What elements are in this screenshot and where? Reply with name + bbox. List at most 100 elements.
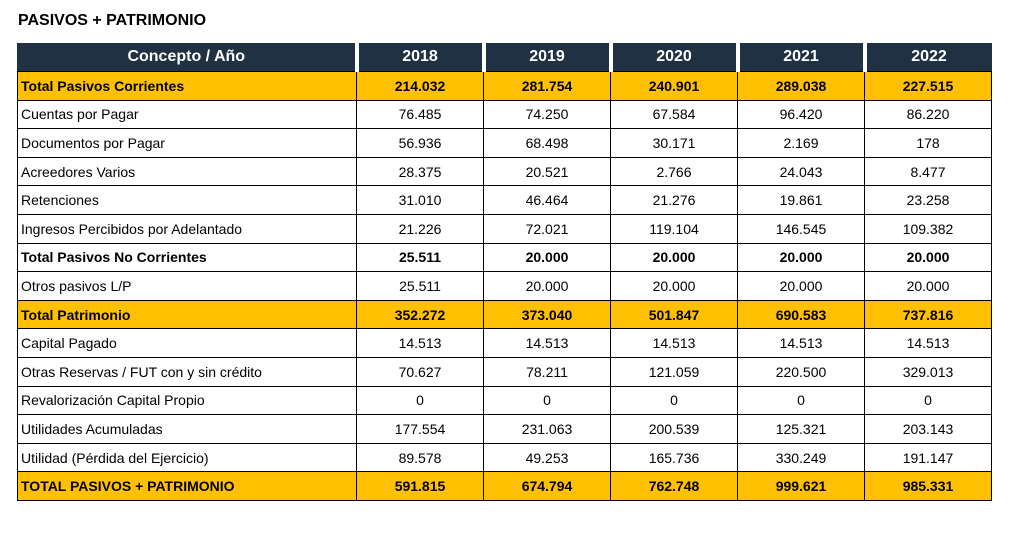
table-row: Acreedores Varios 28.375 20.521 2.766 24.043… (17, 156, 992, 187)
row-value: 14.513 (356, 328, 484, 359)
table-row: Utilidades Acumuladas 177.554 231.063 200.5… (17, 414, 992, 444)
row-value: 49.253 (483, 442, 611, 473)
row-value: 0 (356, 385, 484, 416)
row-value: 76.485 (356, 99, 484, 130)
row-value: 329.013 (864, 357, 992, 387)
row-value: 227.515 (864, 71, 992, 101)
table-row: Capital Pagado 14.513 14.513 14.513 14.513 14… (17, 328, 992, 359)
row-value: 96.420 (737, 99, 865, 130)
table-row: Ingresos Percibidos por Adelantado 21.226… (17, 214, 992, 244)
row-value: 20.000 (610, 271, 738, 301)
row-value: 14.513 (737, 328, 865, 359)
row-value: 20.521 (483, 156, 611, 187)
row-label: Total Patrimonio (17, 299, 357, 330)
row-value: 72.021 (483, 214, 611, 244)
header-year: 2020 (608, 43, 738, 73)
row-label: Otras Reservas / FUT con y sin crédito (17, 357, 357, 387)
row-value: 25.511 (356, 271, 484, 301)
row-label: Total Pasivos Corrientes (17, 71, 357, 101)
row-value: 281.754 (483, 71, 611, 101)
row-value: 23.258 (864, 185, 992, 216)
row-value: 178 (864, 128, 992, 158)
table-row: Total Pasivos No Corrientes 25.511 20.000 2… (17, 242, 992, 273)
table-row: Total Pasivos Corrientes 214.032 281.754 24… (17, 71, 992, 101)
row-value: 119.104 (610, 214, 738, 244)
row-value: 20.000 (737, 242, 865, 273)
row-value: 20.000 (864, 271, 992, 301)
row-value: 28.375 (356, 156, 484, 187)
row-value: 21.276 (610, 185, 738, 216)
row-value: 20.000 (483, 242, 611, 273)
row-value: 240.901 (610, 71, 738, 101)
row-value: 0 (610, 385, 738, 416)
table-row: Utilidad (Pérdida del Ejercicio) 89.578 49… (17, 442, 992, 473)
row-value: 14.513 (483, 328, 611, 359)
row-value: 999.621 (737, 471, 865, 501)
row-value: 20.000 (610, 242, 738, 273)
table-row: Otros pasivos L/P 25.511 20.000 20.000 20.00… (17, 271, 992, 301)
row-label: Documentos por Pagar (17, 128, 357, 158)
row-label: Otros pasivos L/P (17, 271, 357, 301)
row-label: Capital Pagado (17, 328, 357, 359)
financial-table: Concepto / Año 2018 2019 2020 2021 2022 … (17, 43, 992, 501)
header-year: 2021 (735, 43, 865, 73)
row-value: 214.032 (356, 71, 484, 101)
row-value: 14.513 (864, 328, 992, 359)
row-value: 2.766 (610, 156, 738, 187)
table-header-row: Concepto / Año 2018 2019 2020 2021 2022 (17, 43, 992, 73)
table-row: Revalorización Capital Propio 0 0 0 0 0 (17, 385, 992, 416)
row-value: 24.043 (737, 156, 865, 187)
row-value: 30.171 (610, 128, 738, 158)
row-value: 737.816 (864, 299, 992, 330)
table-row: Otras Reservas / FUT con y sin crédito 70… (17, 357, 992, 387)
row-value: 674.794 (483, 471, 611, 501)
row-value: 200.539 (610, 414, 738, 444)
table-row: TOTAL PASIVOS + PATRIMONIO 591.815 674.794… (17, 471, 992, 501)
row-value: 20.000 (864, 242, 992, 273)
row-value: 501.847 (610, 299, 738, 330)
row-value: 191.147 (864, 442, 992, 473)
table-row: Cuentas por Pagar 76.485 74.250 67.584 96.42… (17, 99, 992, 130)
table-row: Retenciones 31.010 46.464 21.276 19.861 23.25… (17, 185, 992, 216)
table-row: Documentos por Pagar 56.936 68.498 30.171 2.… (17, 128, 992, 158)
row-value: 20.000 (737, 271, 865, 301)
row-value: 56.936 (356, 128, 484, 158)
row-value: 0 (737, 385, 865, 416)
row-value: 330.249 (737, 442, 865, 473)
row-value: 177.554 (356, 414, 484, 444)
row-value: 289.038 (737, 71, 865, 101)
row-label: Acreedores Varios (17, 156, 357, 187)
row-value: 31.010 (356, 185, 484, 216)
row-value: 19.861 (737, 185, 865, 216)
row-value: 125.321 (737, 414, 865, 444)
row-value: 203.143 (864, 414, 992, 444)
row-label: Ingresos Percibidos por Adelantado (17, 214, 357, 244)
row-value: 591.815 (356, 471, 484, 501)
row-value: 67.584 (610, 99, 738, 130)
row-value: 14.513 (610, 328, 738, 359)
row-value: 46.464 (483, 185, 611, 216)
row-value: 2.169 (737, 128, 865, 158)
row-label: Retenciones (17, 185, 357, 216)
row-value: 25.511 (356, 242, 484, 273)
row-value: 121.059 (610, 357, 738, 387)
row-value: 20.000 (483, 271, 611, 301)
table-row: Total Patrimonio 352.272 373.040 501.847 690… (17, 299, 992, 330)
row-value: 78.211 (483, 357, 611, 387)
row-value: 762.748 (610, 471, 738, 501)
row-value: 985.331 (864, 471, 992, 501)
row-value: 68.498 (483, 128, 611, 158)
header-year: 2018 (354, 43, 484, 73)
page-title: PASIVOS + PATRIMONIO (18, 12, 207, 29)
row-label: Total Pasivos No Corrientes (17, 242, 357, 273)
header-year: 2019 (481, 43, 611, 73)
row-value: 231.063 (483, 414, 611, 444)
row-label: TOTAL PASIVOS + PATRIMONIO (17, 471, 357, 501)
row-value: 373.040 (483, 299, 611, 330)
table-body: Total Pasivos Corrientes 214.032 281.754 24… (17, 71, 992, 501)
row-label: Utilidad (Pérdida del Ejercicio) (17, 442, 357, 473)
row-value: 74.250 (483, 99, 611, 130)
row-value: 21.226 (356, 214, 484, 244)
header-concept: Concepto / Año (17, 43, 357, 73)
row-value: 146.545 (737, 214, 865, 244)
